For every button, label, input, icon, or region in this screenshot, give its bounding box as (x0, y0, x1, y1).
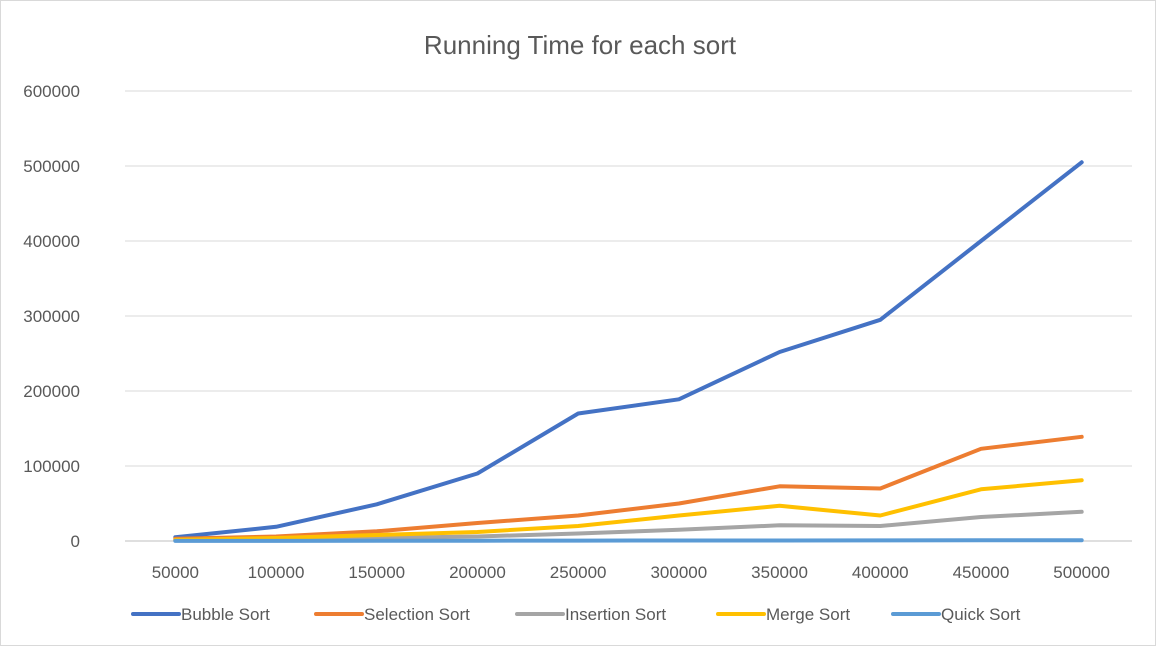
y-tick-label: 100000 (23, 457, 80, 476)
legend-label: Selection Sort (364, 605, 470, 624)
legend: Bubble Sort Selection Sort Insertion Sort M… (131, 605, 1021, 624)
x-tick-label: 450000 (953, 563, 1010, 582)
series-line-quick-sort (173, 538, 1084, 543)
y-tick-label: 0 (71, 532, 80, 551)
legend-label: Quick Sort (941, 605, 1021, 624)
x-tick-label: 500000 (1053, 563, 1110, 582)
x-tick-label: 300000 (650, 563, 707, 582)
legend-label: Bubble Sort (181, 605, 270, 624)
x-tick-label: 200000 (449, 563, 506, 582)
y-tick-label: 600000 (23, 82, 80, 101)
series-lines (173, 160, 1084, 543)
chart-title: Running Time for each sort (424, 30, 737, 60)
legend-label: Insertion Sort (565, 605, 666, 624)
x-tick-label: 100000 (248, 563, 305, 582)
x-tick-label: 50000 (152, 563, 199, 582)
y-tick-label: 400000 (23, 232, 80, 251)
series-line-bubble-sort (173, 160, 1084, 540)
y-tick-label: 300000 (23, 307, 80, 326)
legend-label: Merge Sort (766, 605, 850, 624)
y-tick-label: 500000 (23, 157, 80, 176)
y-axis-ticks: 0 100000 200000 300000 400000 500000 600000 (23, 82, 80, 551)
x-tick-label: 400000 (852, 563, 909, 582)
series-line-merge-sort (173, 478, 1084, 542)
series-line-insertion-sort (173, 509, 1084, 543)
x-tick-label: 250000 (550, 563, 607, 582)
y-tick-label: 200000 (23, 382, 80, 401)
x-tick-label: 350000 (751, 563, 808, 582)
gridlines (125, 90, 1132, 542)
series-line-selection-sort (173, 434, 1084, 541)
x-axis-ticks: 50000 100000 150000 200000 250000 300000 35000… (152, 563, 1110, 582)
x-tick-label: 150000 (348, 563, 405, 582)
